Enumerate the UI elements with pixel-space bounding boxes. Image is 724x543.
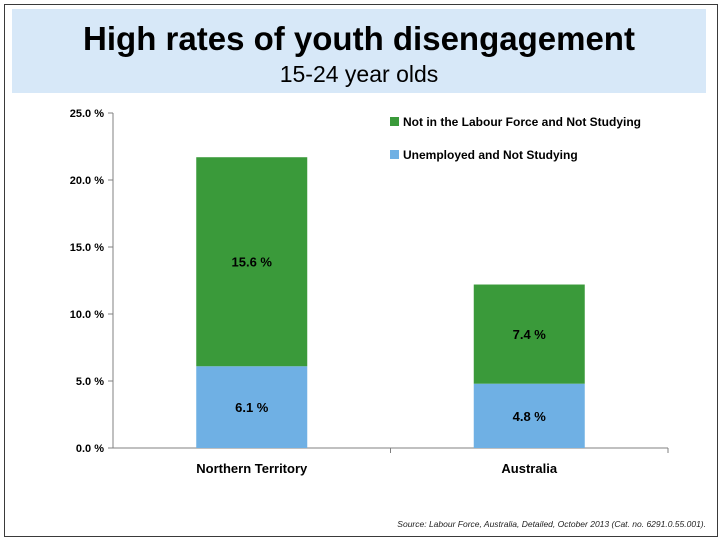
y-tick-label: 5.0 % [76, 376, 104, 388]
data-label: 6.1 % [235, 400, 269, 415]
y-tick-label: 15.0 % [70, 242, 104, 254]
bar-segment [196, 157, 308, 367]
data-label: 15.6 % [232, 255, 273, 270]
bar-segment [196, 366, 308, 448]
x-category-label: Australia [501, 461, 557, 476]
data-label: 7.4 % [513, 327, 547, 342]
chart-subtitle: 15-24 year olds [279, 61, 439, 87]
source-note: Source: Labour Force, Australia, Detaile… [397, 519, 706, 529]
data-label: 4.8 % [513, 409, 547, 424]
legend-label: Not in the Labour Force and Not Studying [403, 115, 641, 129]
bar-segment [473, 284, 585, 384]
y-tick-label: 0.0 % [76, 443, 104, 455]
chart-bars: 6.1 % 15.6 % 4.8 % 7.4 % [196, 157, 585, 448]
y-tick-label: 25.0 % [70, 108, 104, 120]
legend-swatch [390, 117, 399, 126]
chart-legend: Not in the Labour Force and Not Studying… [390, 115, 641, 162]
bar-segment [473, 383, 585, 448]
y-tick-label: 20.0 % [70, 175, 104, 187]
title-banner: High rates of youth disengagement 15-24 … [12, 9, 706, 93]
y-tick-label: 10.0 % [70, 309, 104, 321]
chart-axes: 0.0 % 5.0 % 10.0 % 15.0 % 20.0 % 25.0 % Northe… [70, 108, 669, 476]
legend-swatch [390, 150, 399, 159]
chart-title: High rates of youth disengagement [83, 20, 635, 57]
x-category-label: Northern Territory [196, 461, 308, 476]
legend-label: Unemployed and Not Studying [403, 148, 578, 162]
